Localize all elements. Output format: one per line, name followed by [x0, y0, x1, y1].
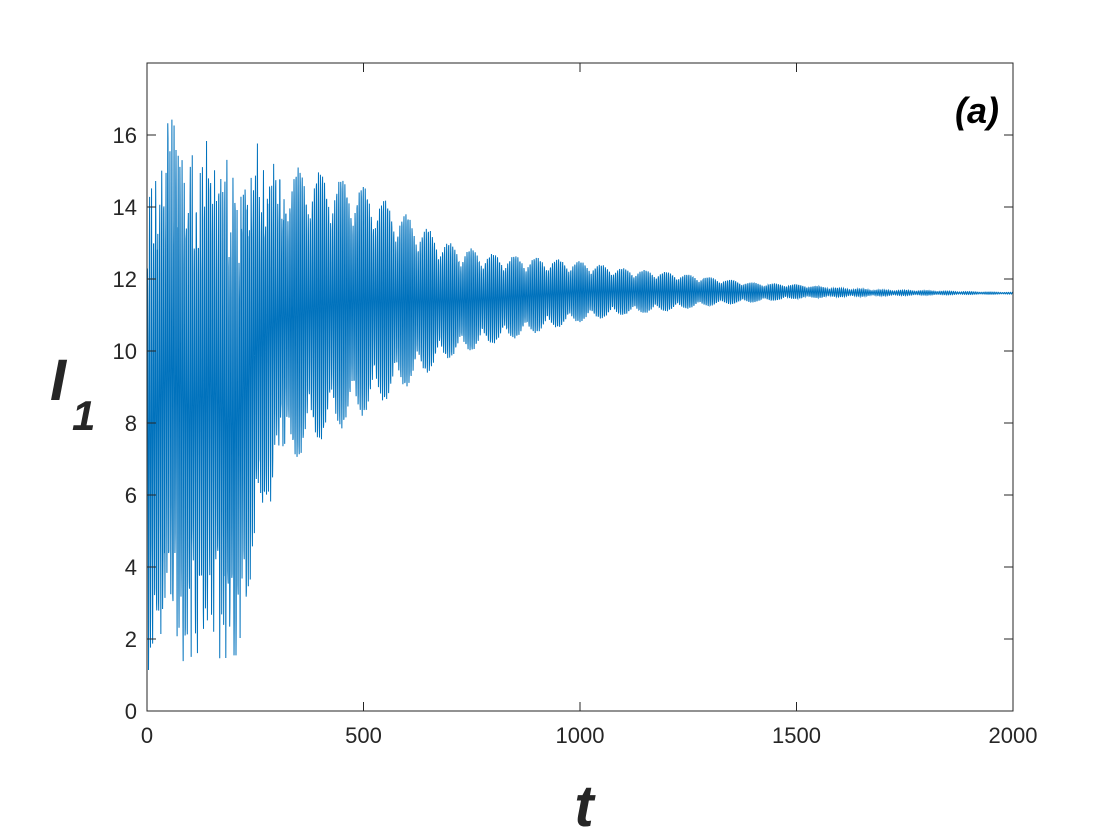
x-tick-label: 2000: [989, 723, 1038, 748]
x-tick-label: 1000: [556, 723, 605, 748]
y-tick-label: 8: [125, 411, 137, 436]
x-tick-label: 500: [345, 723, 382, 748]
x-tick-label: 1500: [772, 723, 821, 748]
y-axis: 0 2 4 6 8 10 12 14 16: [113, 123, 1013, 724]
series-line: [146, 119, 1014, 670]
y-tick-label: 0: [125, 699, 137, 724]
y-tick-label: 4: [125, 555, 137, 580]
y-axis-title-main: I: [50, 348, 68, 413]
y-tick-label: 2: [125, 627, 137, 652]
x-axis: 0 500 1000 1500 2000: [141, 63, 1038, 748]
series-layer: [146, 119, 1014, 670]
panel-label: (a): [955, 90, 999, 131]
y-tick-label: 14: [113, 195, 137, 220]
y-axis-title: I 1: [50, 348, 95, 439]
x-axis-title: t: [574, 774, 596, 839]
y-tick-label: 6: [125, 483, 137, 508]
x-tick-label: 0: [141, 723, 153, 748]
y-axis-title-subscript: 1: [72, 392, 95, 439]
y-tick-label: 16: [113, 123, 137, 148]
y-tick-label: 10: [113, 339, 137, 364]
y-tick-label: 12: [113, 267, 137, 292]
